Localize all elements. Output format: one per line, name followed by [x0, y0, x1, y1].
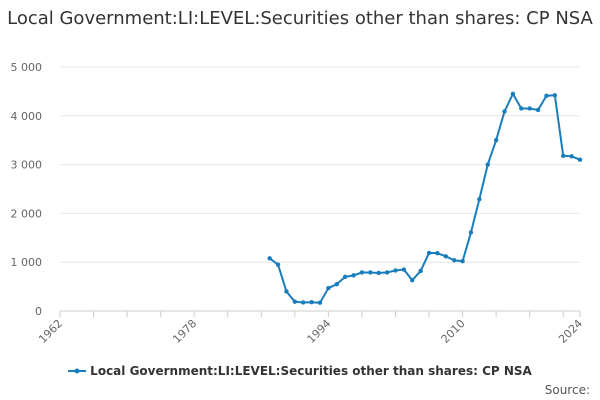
data-point [426, 250, 432, 256]
legend[interactable]: Local Government:LI:LEVEL:Securities oth… [0, 364, 600, 379]
data-point [527, 106, 532, 111]
data-point [292, 299, 298, 304]
data-point [552, 93, 558, 98]
data-point [477, 197, 482, 202]
data-point [544, 93, 549, 98]
data-point [418, 268, 423, 274]
data-point [309, 300, 314, 305]
data-point [561, 153, 566, 159]
data-point [401, 267, 407, 272]
data-point [577, 157, 583, 162]
legend-item[interactable]: Local Government:LI:LEVEL:Securities oth… [68, 364, 532, 378]
data-point [368, 270, 373, 275]
data-point [502, 109, 507, 114]
legend-line-icon [68, 368, 87, 374]
data-point [451, 258, 457, 263]
data-point [443, 254, 449, 259]
source-label: Source: [544, 383, 590, 397]
chart-title: Local Government:LI:LEVEL:Securities oth… [7, 8, 593, 29]
legend-label: Local Government:LI:LEVEL:Securities oth… [90, 364, 532, 378]
y-tick-label: 2 000 [11, 207, 43, 220]
x-tick-label: 1962 [36, 317, 65, 346]
series-line [268, 92, 581, 304]
data-point [284, 289, 289, 294]
data-point [267, 256, 272, 261]
data-point [535, 107, 541, 113]
data-point [384, 270, 390, 275]
y-tick-label: 0 [35, 305, 42, 318]
data-point [326, 285, 331, 291]
series-group [267, 91, 583, 305]
data-point [301, 300, 306, 305]
data-point [519, 106, 524, 111]
data-point [342, 274, 348, 280]
y-tick-label: 5 000 [11, 61, 43, 74]
x-tick-label: 1978 [170, 317, 199, 346]
data-point [510, 91, 516, 97]
data-point [485, 162, 490, 167]
grid [60, 66, 580, 263]
data-point [493, 138, 499, 143]
data-point [334, 281, 339, 287]
y-axis: 0 1 000 2 000 3 000 4 000 5 000 [11, 61, 43, 318]
y-tick-label: 4 000 [11, 110, 43, 123]
data-point [468, 230, 474, 235]
data-point [359, 270, 365, 275]
data-point [393, 268, 398, 273]
data-point [569, 154, 574, 159]
x-tick-label: 2010 [439, 317, 468, 346]
data-point [317, 300, 323, 305]
x-tick-label: 2024 [556, 317, 585, 346]
y-tick-label: 3 000 [11, 159, 43, 172]
data-point [275, 262, 281, 267]
y-tick-label: 1 000 [11, 256, 43, 269]
x-axis: 1962 1978 1994 2010 2024 [36, 310, 585, 346]
x-tick-label: 1994 [305, 317, 334, 346]
data-point [435, 250, 440, 256]
data-point [460, 259, 465, 264]
data-point [351, 273, 356, 278]
data-point [410, 278, 415, 283]
data-point [376, 270, 381, 276]
